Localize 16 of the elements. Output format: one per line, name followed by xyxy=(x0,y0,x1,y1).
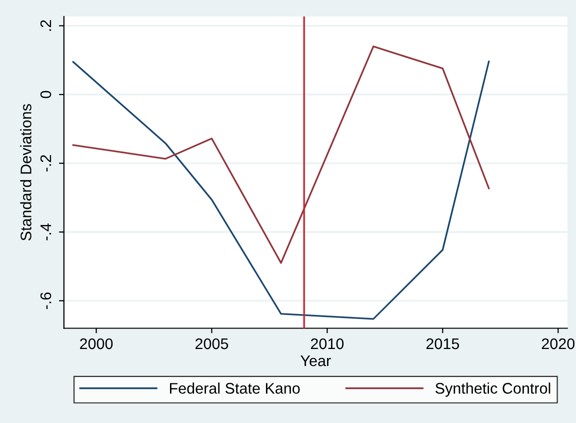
y-tick-label: -.6 xyxy=(40,292,52,309)
y-tick-label: -.2 xyxy=(40,155,52,172)
y-tick-label: 0 xyxy=(40,90,52,98)
x-tick-label: 2010 xyxy=(310,338,344,350)
line-series xyxy=(72,46,490,264)
x-axis-title: Year xyxy=(300,356,331,366)
legend-label: Synthetic Control xyxy=(436,382,550,397)
line-series xyxy=(72,60,490,320)
x-tick-label: 2015 xyxy=(426,338,460,350)
y-tick-label: .2 xyxy=(40,20,52,31)
x-tick-label: 2000 xyxy=(80,338,113,350)
x-tick-label: 2020 xyxy=(542,338,575,350)
legend-label: Federal State Kano xyxy=(170,382,300,394)
y-axis-title: Standard Deviations xyxy=(20,104,32,240)
y-tick-label: -.4 xyxy=(40,224,52,240)
x-tick-label: 2005 xyxy=(196,338,228,350)
